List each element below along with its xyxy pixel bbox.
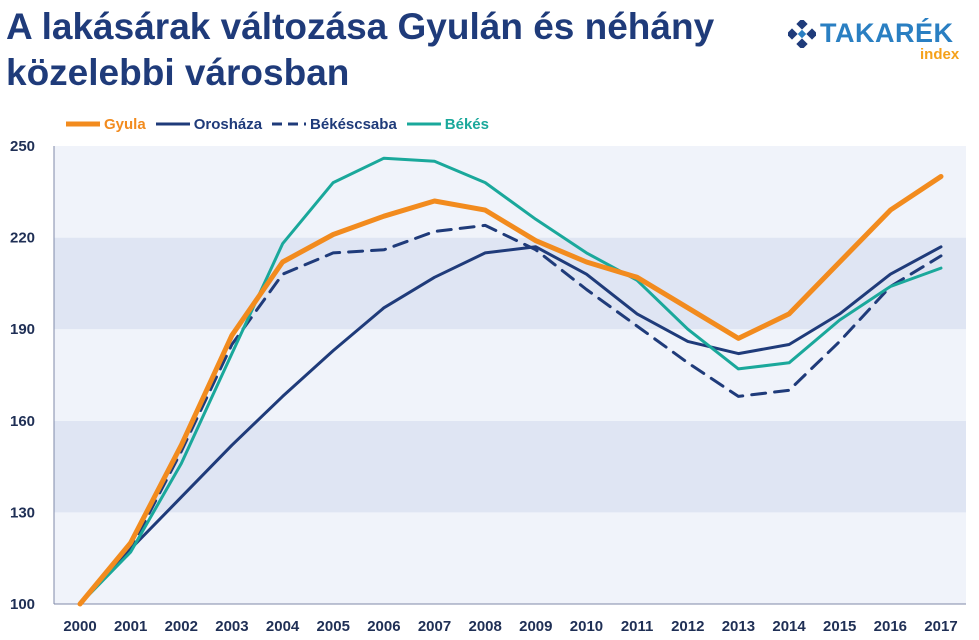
x-tick-label: 2006 <box>367 618 400 635</box>
chart-legend: Gyula Orosháza Békéscsaba Békés <box>66 112 499 136</box>
legend-item-bekes: Békés <box>406 115 489 133</box>
x-tick-label: 2014 <box>772 618 806 635</box>
takarek-logo: TAKARÉK index <box>788 18 968 68</box>
legend-label-gyula: Gyula <box>104 115 146 133</box>
y-tick-label: 130 <box>10 504 35 521</box>
chart-title: A lakásárak változása Gyulán és néhány k… <box>6 6 715 93</box>
x-tick-label: 2015 <box>823 618 856 635</box>
legend-item-oroshaza: Orosháza <box>155 115 263 133</box>
series-line-békéscsaba <box>78 223 943 606</box>
legend-swatch-bekescsaba <box>272 122 307 126</box>
legend-item-bekescsaba: Békéscsaba <box>272 116 397 133</box>
x-tick-label: 2012 <box>671 618 704 635</box>
series-line-békés <box>78 156 943 606</box>
legend-swatch-gyula <box>66 121 100 127</box>
legend-swatch-bekes <box>406 122 441 126</box>
x-tick-label: 2000 <box>63 618 96 635</box>
y-tick-label: 220 <box>10 230 35 247</box>
y-tick-label: 250 <box>10 138 35 155</box>
x-tick-label: 2010 <box>570 618 603 635</box>
x-tick-label: 2013 <box>722 618 755 635</box>
grid-band <box>54 237 966 330</box>
legend-item-gyula: Gyula <box>66 116 146 133</box>
y-tick-label: 160 <box>10 413 35 430</box>
grid-band <box>54 512 966 604</box>
grid-band <box>54 329 966 421</box>
x-tick-label: 2001 <box>114 618 147 635</box>
series-line-gyula <box>77 174 944 607</box>
y-tick-label: 100 <box>10 596 35 613</box>
x-tick-label: 2005 <box>317 618 350 635</box>
x-tick-label: 2017 <box>924 618 957 635</box>
grid-band <box>54 420 966 513</box>
x-tick-label: 2007 <box>418 618 451 635</box>
x-tick-label: 2009 <box>519 618 552 635</box>
logo-sub-text: index <box>920 46 960 63</box>
x-tick-label: 2011 <box>621 618 654 635</box>
x-tick-label: 2002 <box>165 618 198 635</box>
x-tick-label: 2008 <box>468 618 501 635</box>
takarek-logo-icon <box>788 20 816 48</box>
legend-label-bekes: Békés <box>444 115 489 133</box>
legend-label-oroshaza: Orosháza <box>193 115 263 133</box>
x-tick-label: 2004 <box>266 618 300 635</box>
x-tick-label: 2003 <box>215 618 248 635</box>
series-line-orosháza <box>78 245 943 606</box>
y-tick-label: 190 <box>10 321 35 338</box>
legend-label-bekescsaba: Békéscsaba <box>310 115 397 133</box>
legend-swatch-oroshaza <box>155 122 190 126</box>
x-tick-label: 2016 <box>874 618 907 635</box>
logo-brand-text: TAKARÉK <box>820 18 954 48</box>
